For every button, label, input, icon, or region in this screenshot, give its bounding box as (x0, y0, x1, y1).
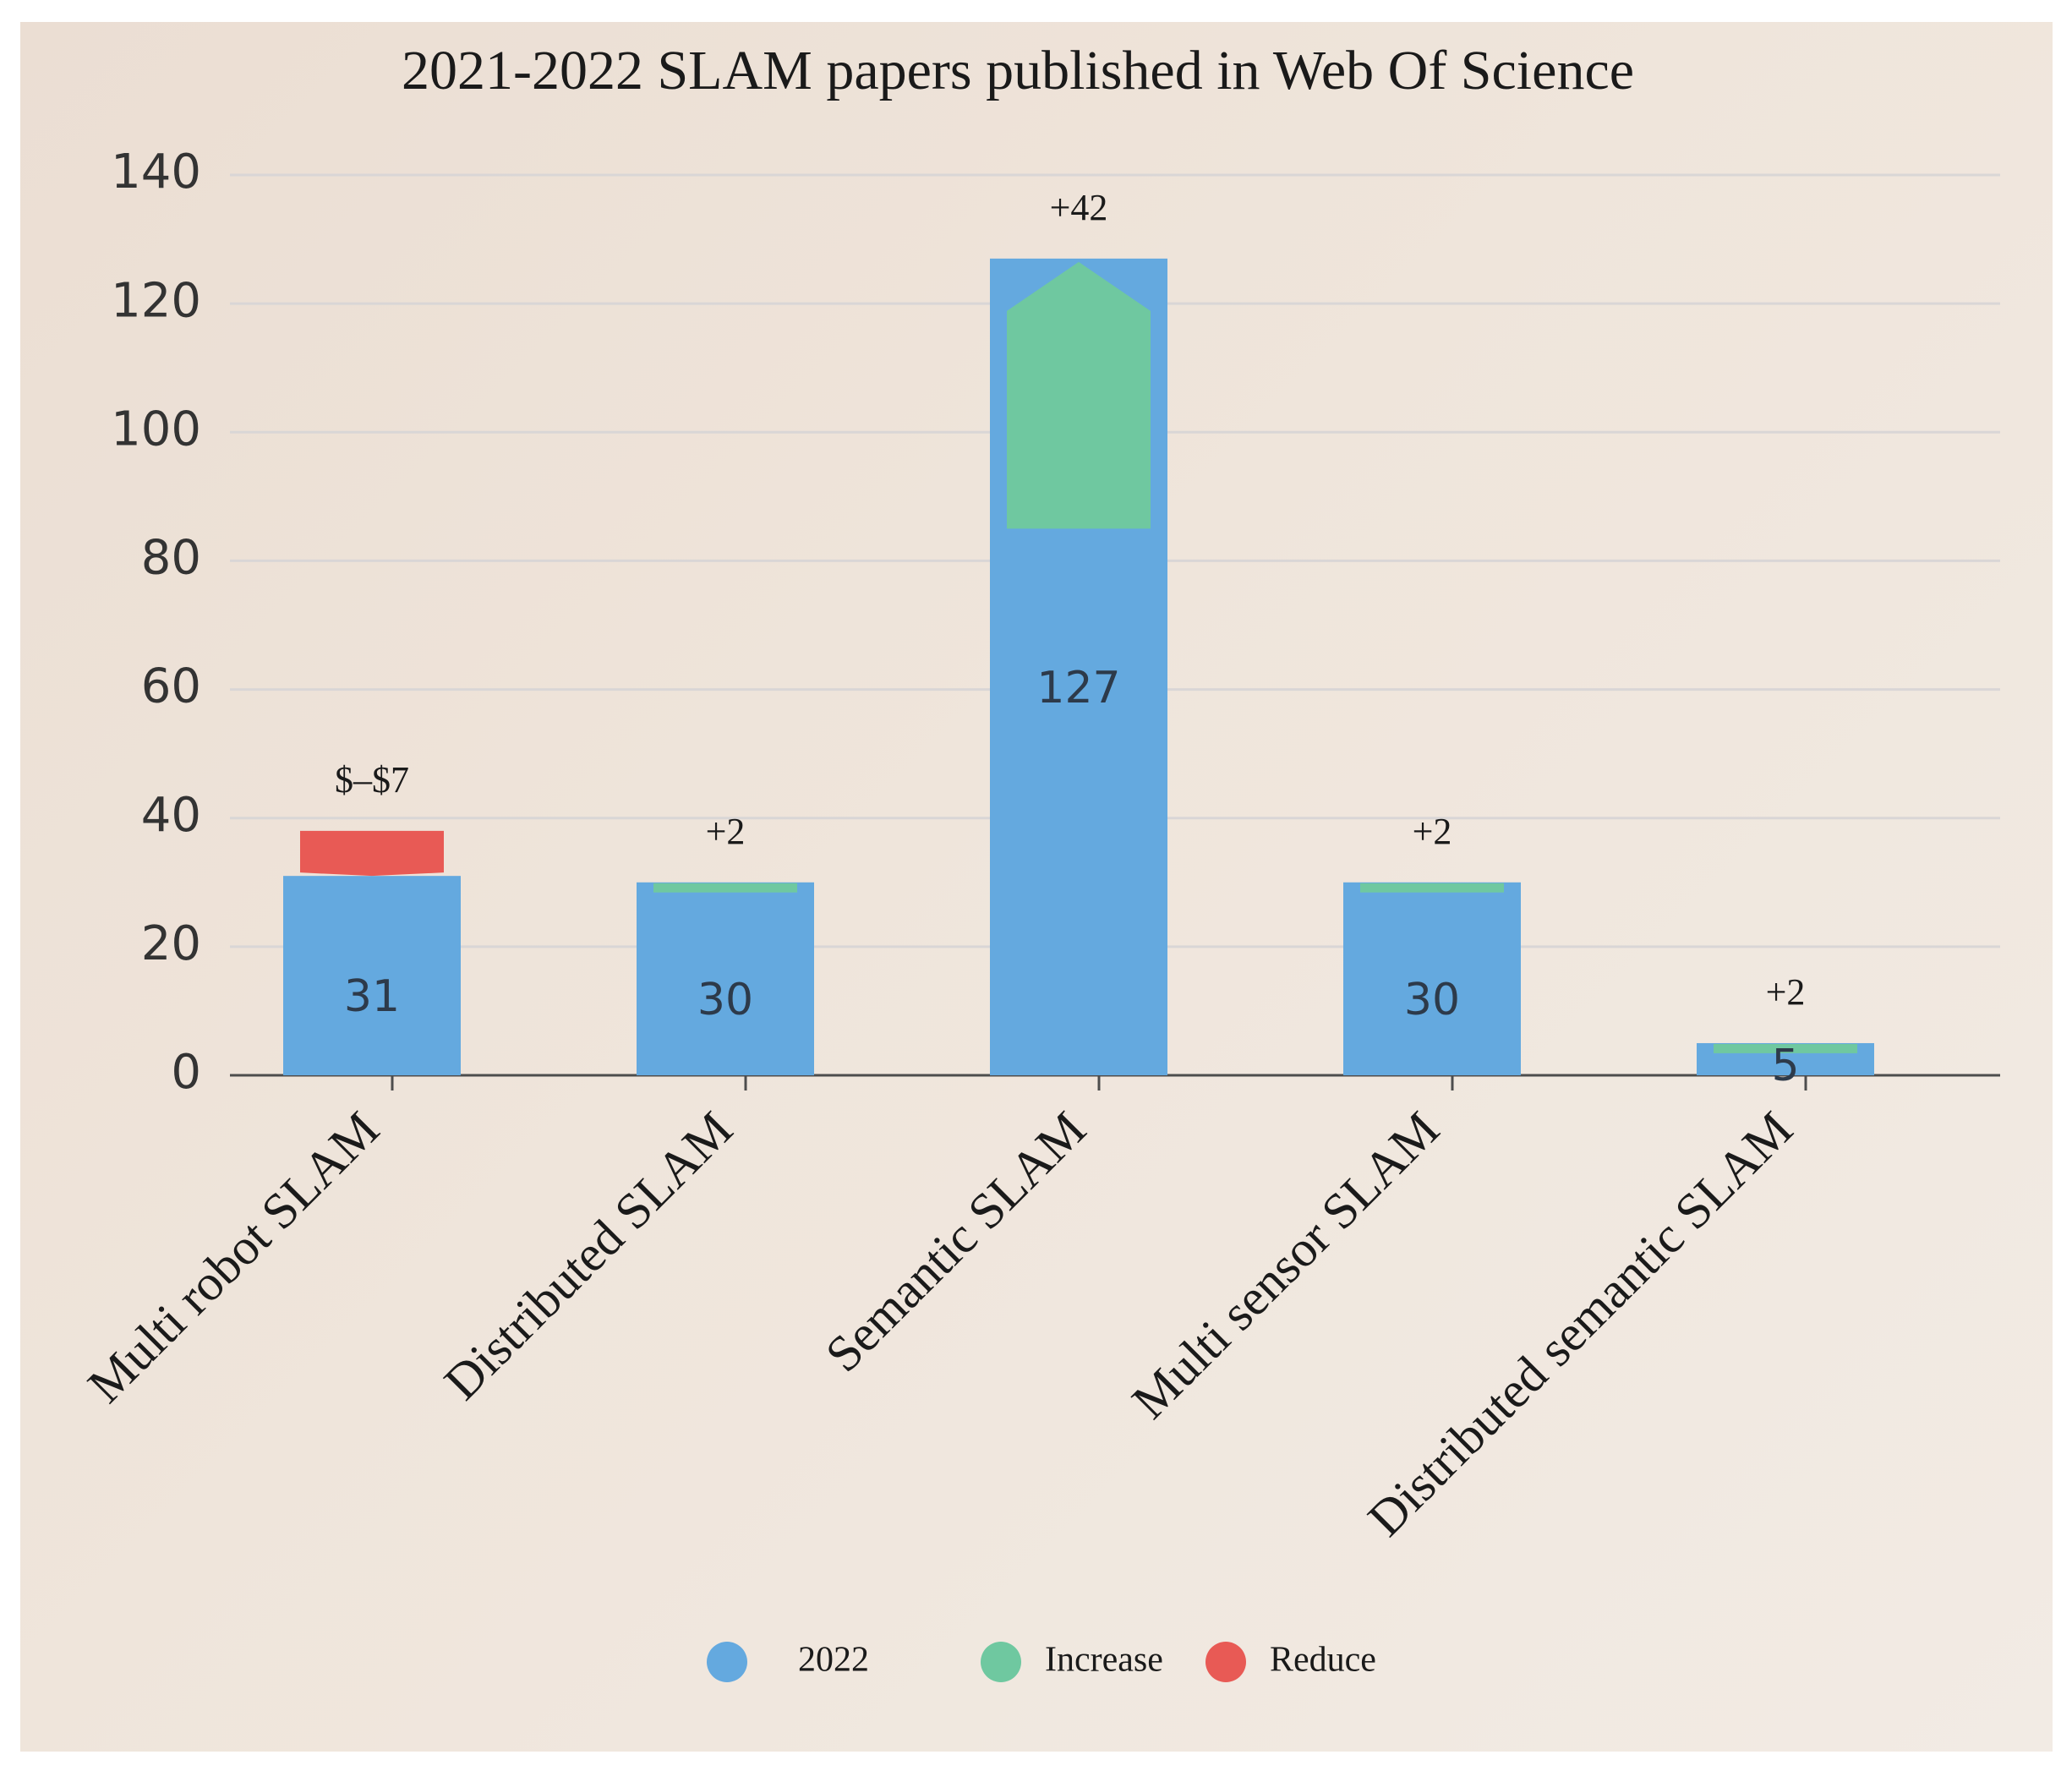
y-tick-label: 80 (141, 531, 201, 586)
y-tick-label: 60 (141, 659, 201, 714)
y-tick-label: 20 (141, 916, 201, 971)
chart-frame: 2021-2022 SLAM papers published in Web O… (20, 22, 2053, 1752)
legend-marker (707, 1642, 747, 1682)
y-tick-label: 0 (171, 1045, 201, 1100)
x-category-label: Distributed SLAM (434, 1101, 743, 1410)
y-tick-label: 120 (111, 273, 201, 328)
bar-value-label: 127 (1036, 663, 1120, 713)
change-label: +42 (1050, 187, 1108, 228)
change-label: +2 (1766, 971, 1806, 1013)
reduce-marker (300, 830, 444, 877)
bar-value-label: 31 (344, 971, 400, 1022)
legend-marker (1205, 1642, 1246, 1682)
legend-marker (981, 1642, 1021, 1682)
x-category-label: Distributed semantic SLAM (1357, 1101, 1802, 1546)
bar-2022 (283, 876, 461, 1075)
change-label: +2 (706, 811, 746, 852)
increase-marker (1007, 261, 1151, 529)
bar-value-label: 30 (1404, 975, 1460, 1025)
y-tick-label: 100 (111, 402, 201, 456)
x-category-label: Multi sensor SLAM (1121, 1101, 1449, 1429)
bar-value-label: 5 (1771, 1041, 1799, 1091)
legend-label: Increase (1045, 1641, 1163, 1680)
change-label: +2 (1413, 811, 1452, 852)
bar-chart: 2021-2022 SLAM papers published in Web O… (77, 40, 2000, 1682)
chart-title: 2021-2022 SLAM papers published in Web O… (402, 40, 1634, 101)
bar-2022 (1343, 882, 1521, 1075)
increase-marker (1714, 1043, 1857, 1053)
change-label: $–$7 (335, 759, 409, 801)
bar-value-label: 30 (697, 975, 753, 1025)
legend-label: 2022 (798, 1641, 869, 1680)
x-category-label: Multi robot SLAM (77, 1101, 390, 1413)
x-category-label: Semantic SLAM (815, 1101, 1096, 1382)
y-tick-label: 140 (111, 145, 201, 200)
legend: 2022 Increase Reduce (707, 1641, 1376, 1682)
y-tick-label: 40 (141, 788, 201, 843)
increase-marker (1360, 883, 1504, 893)
legend-label: Reduce (1270, 1641, 1376, 1680)
bar-2022 (637, 882, 814, 1075)
increase-marker (653, 883, 797, 893)
